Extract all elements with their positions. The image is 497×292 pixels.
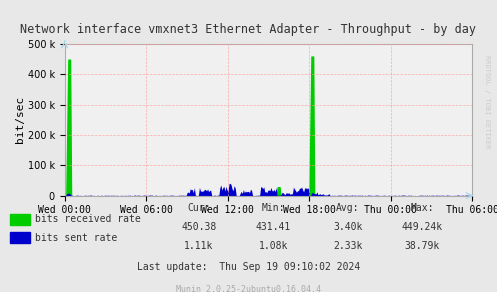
Text: 1.11k: 1.11k <box>184 241 214 251</box>
Text: Last update:  Thu Sep 19 09:10:02 2024: Last update: Thu Sep 19 09:10:02 2024 <box>137 262 360 272</box>
Text: Munin 2.0.25-2ubuntu0.16.04.4: Munin 2.0.25-2ubuntu0.16.04.4 <box>176 284 321 292</box>
Text: RRDTOOL / TOBI OETIKER: RRDTOOL / TOBI OETIKER <box>484 55 490 149</box>
Text: 449.24k: 449.24k <box>402 222 443 232</box>
Text: 38.79k: 38.79k <box>405 241 440 251</box>
Bar <box>10 213 30 225</box>
Text: 3.40k: 3.40k <box>333 222 363 232</box>
Text: Min:: Min: <box>261 203 285 213</box>
Text: Avg:: Avg: <box>336 203 360 213</box>
Text: Max:: Max: <box>411 203 434 213</box>
Y-axis label: bit/sec: bit/sec <box>15 96 25 143</box>
Text: 2.33k: 2.33k <box>333 241 363 251</box>
Text: 1.08k: 1.08k <box>258 241 288 251</box>
Text: bits sent rate: bits sent rate <box>35 233 117 243</box>
Text: 431.41: 431.41 <box>256 222 291 232</box>
Text: Network interface vmxnet3 Ethernet Adapter - Throughput - by day: Network interface vmxnet3 Ethernet Adapt… <box>20 23 477 36</box>
Text: 450.38: 450.38 <box>181 222 216 232</box>
Text: Cur:: Cur: <box>187 203 211 213</box>
Text: bits received rate: bits received rate <box>35 214 141 224</box>
Bar <box>10 232 30 244</box>
